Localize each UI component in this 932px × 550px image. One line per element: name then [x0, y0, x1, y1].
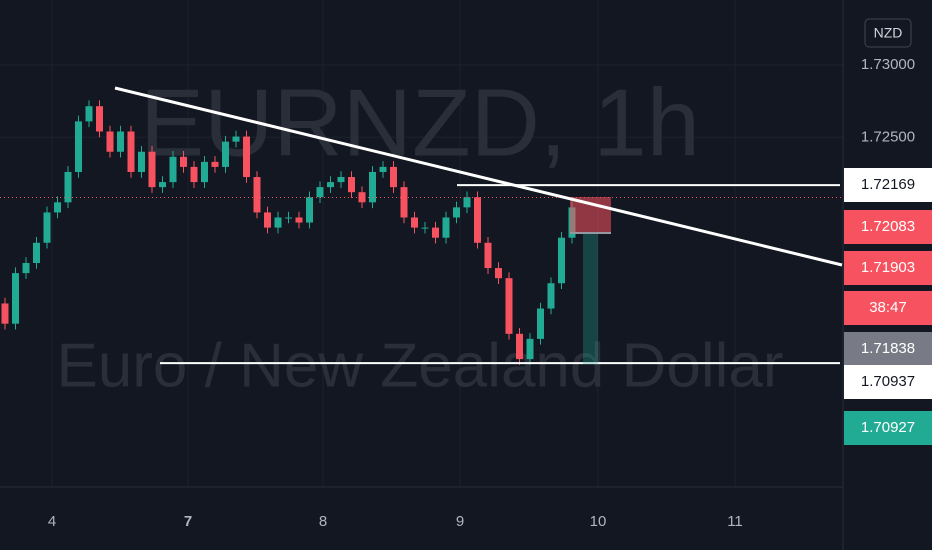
position-reward [583, 233, 598, 364]
candle-body [253, 177, 261, 213]
support-price-label: 1.70937 [861, 373, 915, 390]
last-price-label: 1.72083 [861, 218, 915, 235]
countdown-label: 38:47 [869, 299, 907, 316]
target-price-label-bg [844, 411, 932, 445]
watermark-title: EURNZD, 1h [140, 69, 700, 176]
candle-body [159, 182, 166, 188]
candle-body [54, 202, 61, 213]
candle-body [148, 151, 156, 188]
trendline-price-label-bg [844, 251, 932, 285]
candle-body [75, 121, 82, 172]
resistance-price-label: 1.72169 [861, 176, 915, 193]
candle-body [558, 237, 565, 284]
x-tick-label: 10 [590, 513, 607, 530]
candle-body [358, 192, 366, 203]
candle-body [400, 187, 408, 218]
watermark-subtitle: Euro / New Zealand Dollar [56, 331, 783, 400]
support-price-label-bg [844, 365, 932, 399]
countdown-label-bg [844, 291, 932, 325]
candle-body [411, 217, 418, 228]
x-tick-label: 7 [184, 513, 192, 530]
currency-label: NZD [874, 25, 903, 41]
candle-body [211, 161, 219, 167]
candle-body [12, 273, 19, 324]
candle-body [442, 217, 450, 238]
candle-body [379, 166, 387, 172]
candle-body [222, 141, 229, 167]
candle-body [243, 136, 250, 178]
x-tick-label: 4 [48, 513, 56, 530]
y-tick-label: 1.73000 [861, 56, 915, 73]
candle-body [432, 227, 439, 238]
candle-body [190, 166, 198, 183]
previous-price-label-bg [844, 332, 932, 366]
candle-body [85, 106, 93, 122]
candle-body [43, 212, 51, 243]
candle-body [505, 278, 513, 334]
candle-body [453, 207, 460, 218]
candle-body [169, 156, 177, 183]
candle-body [526, 338, 534, 360]
candle-body [64, 171, 72, 203]
candle-body [117, 131, 124, 152]
candle-body [1, 303, 9, 324]
candle-body [106, 131, 114, 152]
candle-body [295, 217, 303, 223]
resistance-price-label-bg [844, 168, 932, 202]
y-tick-label: 1.72500 [861, 128, 915, 145]
candle-body [274, 217, 282, 228]
candle-body [421, 227, 429, 229]
candle-body [516, 333, 523, 360]
candle-body [180, 156, 187, 167]
currency-button[interactable] [864, 18, 912, 48]
candle-body [463, 197, 471, 208]
x-tick-label: 8 [319, 513, 327, 530]
candle-body [232, 136, 240, 142]
candle-body [390, 166, 397, 188]
trendline [114, 86, 843, 267]
x-tick-label: 9 [456, 513, 464, 530]
candle-body [474, 197, 481, 243]
x-tick-label: 11 [727, 513, 743, 530]
candle-body [484, 242, 492, 269]
candle-body [337, 177, 345, 183]
candle-body [127, 131, 135, 172]
previous-price-label: 1.71838 [861, 340, 915, 357]
candle-body [138, 151, 145, 172]
candle-body [537, 308, 544, 339]
candle-body [369, 171, 376, 203]
target-price-label: 1.70927 [861, 419, 915, 436]
candle-body [96, 106, 103, 132]
candle-body [316, 187, 324, 198]
candle-body [285, 217, 292, 219]
candle-body [495, 268, 502, 279]
candle-body [327, 182, 334, 188]
candle-body [33, 242, 40, 264]
candle-body [547, 283, 555, 309]
trendline-price-label: 1.71903 [861, 259, 915, 276]
candle-body [348, 177, 355, 193]
last-price-label-bg [844, 210, 932, 244]
candle-body [22, 263, 30, 274]
candle-body [201, 161, 208, 183]
candle-body [306, 197, 313, 223]
candle-body [264, 212, 271, 228]
